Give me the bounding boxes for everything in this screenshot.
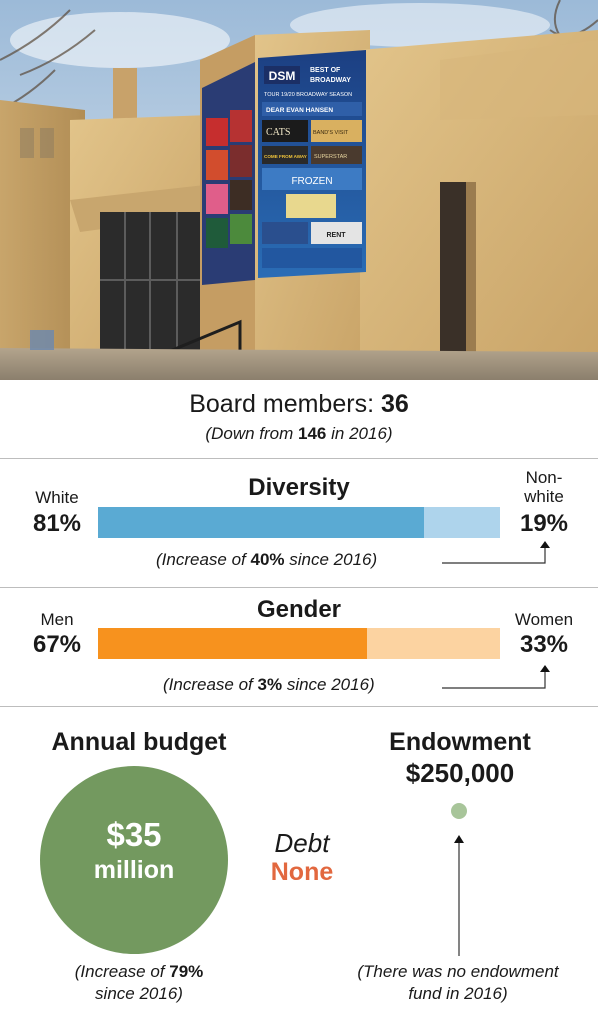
endowment-title: Endowment (389, 728, 531, 756)
banner-show-5: SUPERSTAR (314, 154, 347, 160)
diversity-right-pct: 19% (519, 510, 569, 537)
board-members-line: Board members: 36 (0, 390, 598, 419)
banner-show-6: FROZEN (291, 176, 332, 187)
diversity-bar-white (98, 507, 424, 538)
divider-1 (0, 458, 598, 459)
banner-show-7: RENT (326, 232, 346, 239)
diversity-note-prefix: (Increase of (156, 550, 246, 569)
budget-note-suffix: since 2016) (95, 984, 183, 1003)
gender-note-suffix: since 2016) (286, 675, 375, 694)
board-members-label: Board members: (189, 390, 375, 418)
budget-unit: million (93, 856, 175, 884)
budget-note: (Increase of 79% since 2016) (22, 961, 256, 1005)
endowment-note-line1: (There was no endowment (357, 962, 559, 981)
budget-circle: $35 million (40, 766, 228, 954)
board-members-block: Board members: 36 (Down from 146 in 2016… (0, 390, 598, 444)
gender-bar (98, 628, 500, 659)
gender-left-label: Men (40, 610, 74, 629)
theater-photo: DSM BEST OF BROADWAY TOUR 19/20 BROADWAY… (0, 0, 598, 380)
banner-show-3: BAND'S VISIT (313, 130, 349, 136)
debt-value: None (270, 858, 334, 886)
diversity-bar-nonwhite (423, 507, 500, 538)
diversity-note-suffix: since 2016) (289, 550, 378, 569)
divider-3 (0, 706, 598, 707)
gender-left-pct: 67% (32, 631, 82, 658)
endowment-dot (451, 803, 467, 819)
board-note-prefix: (Down from (205, 424, 294, 443)
board-members-note: (Down from 146 in 2016) (0, 424, 598, 444)
gender-right-pct: 33% (519, 631, 569, 658)
board-members-value: 36 (380, 390, 409, 418)
banner-heading-line1: BEST OF (310, 67, 341, 74)
board-note-suffix: in 2016) (331, 424, 393, 443)
theater-building-illustration: DSM BEST OF BROADWAY TOUR 19/20 BROADWAY… (0, 0, 598, 380)
budget-title: Annual budget (51, 728, 227, 756)
gender-bar-women (367, 628, 500, 659)
gender-note: (Increase of 3% since 2016) (163, 675, 375, 695)
gender-note-value: 3% (257, 675, 283, 694)
banner-show-4: COME FROM AWAY (264, 154, 307, 159)
endowment-note: (There was no endowment fund in 2016) (322, 961, 594, 1005)
diversity-left-pct: 81% (32, 510, 82, 537)
diversity-note-value: 40% (250, 550, 285, 569)
diversity-note: (Increase of 40% since 2016) (156, 550, 377, 570)
gender-bar-men (98, 628, 368, 659)
budget-amount: $35 (106, 816, 162, 853)
board-note-value: 146 (298, 424, 327, 443)
diversity-right-label: Non-white (524, 468, 564, 506)
banner-heading-line2: BROADWAY (310, 77, 351, 84)
gender-title: Gender (256, 596, 342, 623)
divider-2 (0, 587, 598, 588)
sidewalk (0, 348, 598, 380)
debt-label: Debt (274, 828, 330, 858)
endowment-note-line2: fund in 2016) (408, 984, 508, 1003)
gender-right-label: Women (514, 610, 574, 629)
diversity-bar (98, 507, 500, 538)
banner-season: TOUR 19/20 BROADWAY SEASON (264, 92, 352, 98)
gender-note-prefix: (Increase of (163, 675, 253, 694)
budget-note-value: 79% (169, 962, 204, 981)
banner-show-2: CATS (266, 127, 290, 138)
banner-show-1: DEAR EVAN HANSEN (266, 107, 333, 114)
banner-logo: DSM (269, 69, 296, 83)
diversity-title: Diversity (248, 474, 350, 501)
endowment-amount: $250,000 (405, 758, 515, 788)
budget-note-prefix: (Increase of (74, 962, 165, 981)
diversity-left-label: White (35, 488, 79, 507)
